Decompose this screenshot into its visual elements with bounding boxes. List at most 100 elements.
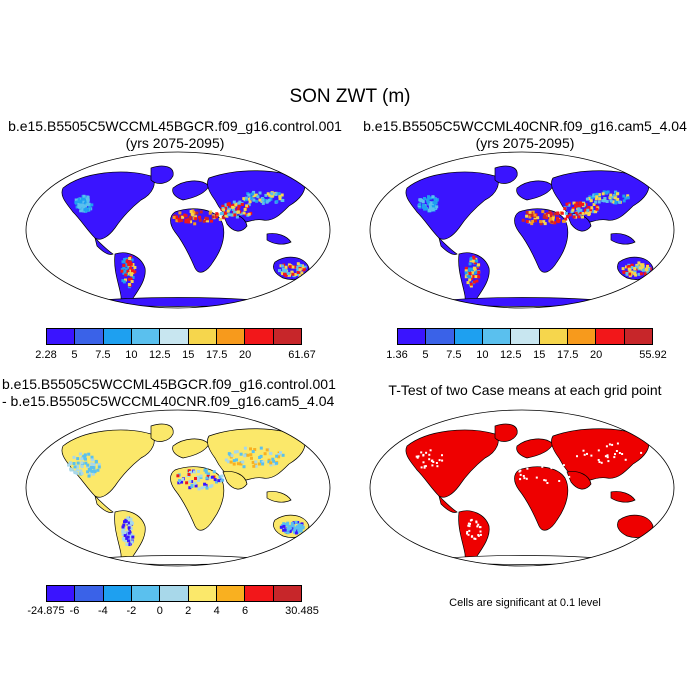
grid-cell	[130, 540, 134, 544]
grid-cell	[236, 210, 240, 214]
grid-cell	[128, 260, 132, 264]
grid-cell	[229, 213, 233, 217]
grid-cell	[177, 481, 181, 485]
grid-cell	[611, 200, 615, 204]
grid-cell	[205, 486, 209, 490]
grid-cell	[633, 267, 637, 270]
grid-cell	[608, 196, 612, 200]
grid-cell	[579, 203, 583, 206]
grid-cell	[637, 261, 641, 265]
grid-cell	[245, 204, 249, 208]
colorbar-bottom-left	[46, 585, 302, 602]
grid-cell	[287, 524, 291, 528]
grid-cell	[563, 207, 567, 211]
grid-cell	[294, 520, 298, 524]
colorbar-label: 17.5	[556, 349, 579, 361]
grid-cell	[633, 270, 637, 274]
panel-title-top-left: b.e15.B5505C5WCCML45BGCR.f09_g16.control…	[0, 118, 350, 152]
grid-cell	[466, 281, 470, 285]
grid-cell	[239, 212, 243, 216]
grid-cell	[297, 529, 301, 533]
grid-cell	[257, 462, 261, 466]
grid-cell	[261, 460, 265, 464]
grid-cell	[556, 212, 560, 216]
grid-cell	[549, 214, 553, 218]
grid-cell	[123, 520, 126, 524]
grid-cell	[270, 194, 274, 198]
grid-cell	[184, 220, 188, 224]
grid-cell	[187, 469, 191, 473]
grid-cell	[254, 464, 258, 468]
grid-cell	[297, 523, 301, 527]
grid-cell	[188, 479, 192, 483]
landmass	[170, 208, 225, 273]
grid-cell	[83, 208, 87, 212]
grid-cell	[277, 455, 281, 459]
grid-cell	[466, 532, 468, 535]
map-svg	[369, 409, 675, 567]
grid-cell	[233, 450, 237, 454]
grid-cell	[423, 465, 426, 468]
grid-cell	[242, 211, 246, 215]
grid-cell	[283, 528, 287, 532]
grid-cell	[197, 478, 201, 482]
grid-cell	[129, 536, 132, 540]
grid-cell	[127, 263, 131, 266]
figure-title: SON ZWT (m)	[289, 86, 411, 107]
grid-cell	[247, 193, 251, 197]
grid-cell	[86, 195, 90, 199]
colorbar-swatch	[624, 329, 652, 344]
panel-title-top-right: b.e15.B5505C5WCCML40CNR.f09_g16.cam5_4.0…	[350, 118, 700, 152]
grid-cell	[431, 464, 434, 467]
grid-cell	[181, 477, 185, 481]
grid-cell	[206, 219, 210, 223]
landmass	[94, 494, 114, 513]
grid-cell	[571, 208, 575, 212]
grid-cell	[434, 201, 438, 205]
grid-cell	[549, 217, 553, 221]
grid-cell	[581, 215, 584, 219]
grid-cell	[189, 220, 193, 224]
grid-cell	[255, 199, 259, 203]
grid-cell	[197, 487, 201, 491]
significance-note: Cells are significant at 0.1 level	[449, 597, 601, 609]
grid-cell	[584, 209, 588, 213]
grid-cell	[605, 445, 608, 448]
grid-cell	[261, 201, 265, 205]
grid-cell	[258, 191, 262, 195]
grid-cell	[469, 267, 473, 271]
grid-cell	[87, 474, 91, 478]
grid-cell	[259, 454, 263, 458]
grid-cell	[269, 197, 273, 201]
grid-cell	[616, 442, 619, 445]
panel-title-bottom-right: T-Test of two Case means at each grid po…	[350, 382, 700, 399]
grid-cell	[473, 537, 476, 540]
grid-cell	[232, 203, 236, 207]
colorbar-label: 55.92	[639, 349, 667, 361]
grid-cell	[469, 522, 471, 525]
grid-cell	[205, 217, 209, 221]
grid-cell	[473, 267, 477, 271]
panel-title-bottom-left: b.e15.B5505C5WCCML45BGCR.f09_g16.control…	[2, 376, 352, 410]
grid-cell	[436, 465, 439, 468]
grid-cell	[639, 272, 643, 276]
colorbar-label: -4	[97, 605, 108, 617]
grid-cell	[556, 216, 559, 220]
grid-cell	[180, 219, 184, 222]
grid-cell	[296, 262, 300, 266]
grid-cell	[590, 206, 594, 210]
grid-cell	[265, 448, 269, 452]
grid-cell	[543, 479, 546, 482]
grid-cell	[428, 202, 432, 206]
grid-cell	[243, 446, 247, 450]
grid-cell	[270, 192, 274, 196]
grid-cell	[622, 270, 626, 274]
grid-cell	[464, 266, 468, 270]
grid-cell	[421, 200, 425, 204]
grid-cell	[187, 220, 191, 224]
grid-cell	[479, 533, 482, 536]
grid-cell	[200, 486, 204, 490]
grid-cell	[536, 216, 540, 220]
grid-cell	[303, 265, 307, 269]
grid-cell	[127, 277, 131, 281]
